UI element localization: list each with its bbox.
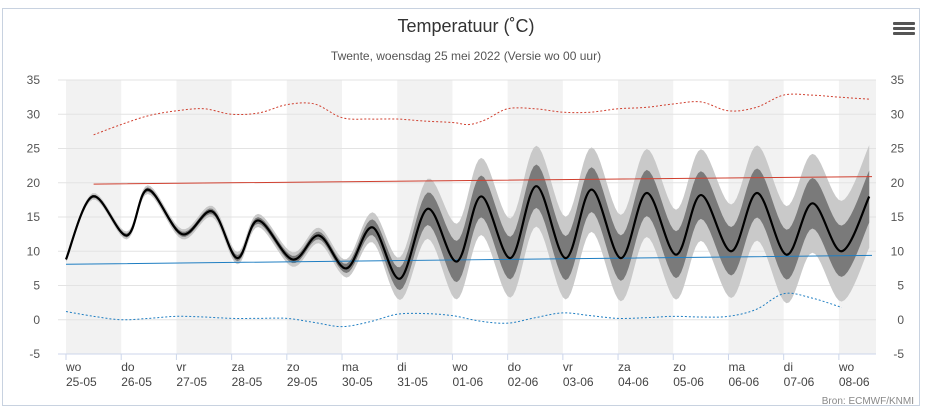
x-tick-date-label: 04-06 bbox=[618, 375, 649, 389]
x-tick-date-label: 26-05 bbox=[121, 375, 152, 389]
menu-bar-icon bbox=[893, 32, 915, 35]
y-tick-label-right: 0 bbox=[897, 313, 904, 327]
y-tick-label-right: 20 bbox=[891, 176, 905, 190]
menu-bar-icon bbox=[893, 22, 915, 25]
ensemble-band bbox=[66, 164, 870, 291]
x-tick-day-label: ma bbox=[342, 360, 359, 374]
x-tick-day-label: zo bbox=[673, 360, 686, 374]
x-tick-day-label: vr bbox=[563, 360, 573, 374]
y-tick-label-right: 30 bbox=[891, 107, 905, 121]
y-tick-label-right: -5 bbox=[893, 347, 904, 361]
x-tick-day-label: vr bbox=[176, 360, 186, 374]
x-tick-date-label: 28-05 bbox=[232, 375, 263, 389]
chart-subtitle: Twente, woensdag 25 mei 2022 (Versie wo … bbox=[331, 49, 601, 63]
x-tick-day-label: za bbox=[618, 360, 631, 374]
x-tick-day-label: ma bbox=[728, 360, 745, 374]
y-tick-label-right: 25 bbox=[891, 142, 905, 156]
median-line bbox=[64, 185, 871, 280]
x-tick-day-label: wo bbox=[65, 360, 82, 374]
x-tick-day-label: wo bbox=[451, 360, 468, 374]
x-tick-date-label: 30-05 bbox=[342, 375, 373, 389]
y-tick-label-left: -5 bbox=[29, 347, 40, 361]
x-tick-date-label: 02-06 bbox=[508, 375, 539, 389]
record-max-line bbox=[93, 93, 870, 136]
x-tick-date-label: 25-05 bbox=[66, 375, 97, 389]
y-tick-label-left: 30 bbox=[27, 107, 41, 121]
x-tick-date-label: 31-05 bbox=[397, 375, 428, 389]
x-tick-date-label: 08-06 bbox=[839, 375, 870, 389]
x-tick-date-label: 27-05 bbox=[176, 375, 207, 389]
x-tick-day-label: zo bbox=[287, 360, 300, 374]
y-tick-label-left: 0 bbox=[33, 313, 40, 327]
y-tick-label-right: 5 bbox=[897, 279, 904, 293]
x-tick-day-label: do bbox=[121, 360, 135, 374]
record-min-line bbox=[65, 292, 842, 328]
chart-menu-button[interactable] bbox=[893, 20, 915, 40]
x-tick-day-label: za bbox=[232, 360, 245, 374]
x-tick-date-label: 06-06 bbox=[728, 375, 759, 389]
x-tick-date-label: 29-05 bbox=[287, 375, 318, 389]
y-tick-label-right: 35 bbox=[891, 73, 905, 87]
normal-max-line bbox=[93, 176, 873, 185]
y-tick-label-right: 10 bbox=[891, 244, 905, 258]
x-tick-day-label: di bbox=[784, 360, 793, 374]
normal-min-line bbox=[65, 254, 873, 265]
chart-credits: Bron: ECMWF/KNMI bbox=[822, 396, 914, 407]
y-tick-label-left: 35 bbox=[27, 73, 41, 87]
x-tick-date-label: 01-06 bbox=[452, 375, 483, 389]
y-tick-label-right: 15 bbox=[891, 210, 905, 224]
chart-title: Temperatuur (˚C) bbox=[397, 16, 534, 36]
x-tick-day-label: do bbox=[508, 360, 522, 374]
y-tick-label-left: 25 bbox=[27, 142, 41, 156]
x-tick-date-label: 07-06 bbox=[784, 375, 815, 389]
y-tick-label-left: 5 bbox=[33, 279, 40, 293]
y-tick-label-left: 15 bbox=[27, 210, 41, 224]
menu-bar-icon bbox=[893, 27, 915, 30]
y-tick-label-left: 20 bbox=[27, 176, 41, 190]
y-tick-label-left: 10 bbox=[27, 244, 41, 258]
x-tick-date-label: 05-06 bbox=[673, 375, 704, 389]
x-tick-day-label: wo bbox=[838, 360, 855, 374]
x-tick-date-label: 03-06 bbox=[563, 375, 594, 389]
x-tick-day-label: di bbox=[397, 360, 406, 374]
